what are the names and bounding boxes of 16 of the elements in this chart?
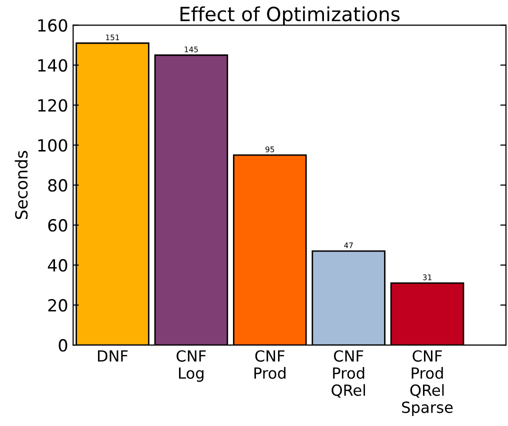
x-tick-label: DNF [98, 350, 128, 362]
y-axis-title: Seconds [14, 150, 28, 220]
y-tick-label: 20 [48, 299, 68, 312]
y-tick-label: 60 [48, 219, 68, 232]
y-tick-label: 160 [38, 19, 68, 32]
y-tick-label: 100 [38, 139, 68, 152]
x-tick-label: CNF Prod QRel Sparse [402, 350, 453, 416]
x-tick-label: CNF Prod [254, 350, 286, 379]
y-tick-label: 80 [48, 179, 68, 192]
x-tick-label: CNF Prod QRel [332, 350, 365, 398]
chart-title: Effect of Optimizations [180, 6, 400, 26]
x-tick-label: CNF Log [176, 350, 206, 382]
y-tick-label: 0 [58, 339, 68, 352]
y-tick-label: 40 [48, 259, 68, 272]
y-tick-label: 140 [38, 59, 68, 72]
y-tick-label: 120 [38, 99, 68, 112]
